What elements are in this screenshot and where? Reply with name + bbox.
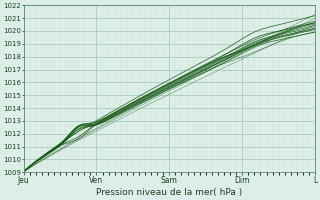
X-axis label: Pression niveau de la mer( hPa ): Pression niveau de la mer( hPa ) (96, 188, 243, 197)
